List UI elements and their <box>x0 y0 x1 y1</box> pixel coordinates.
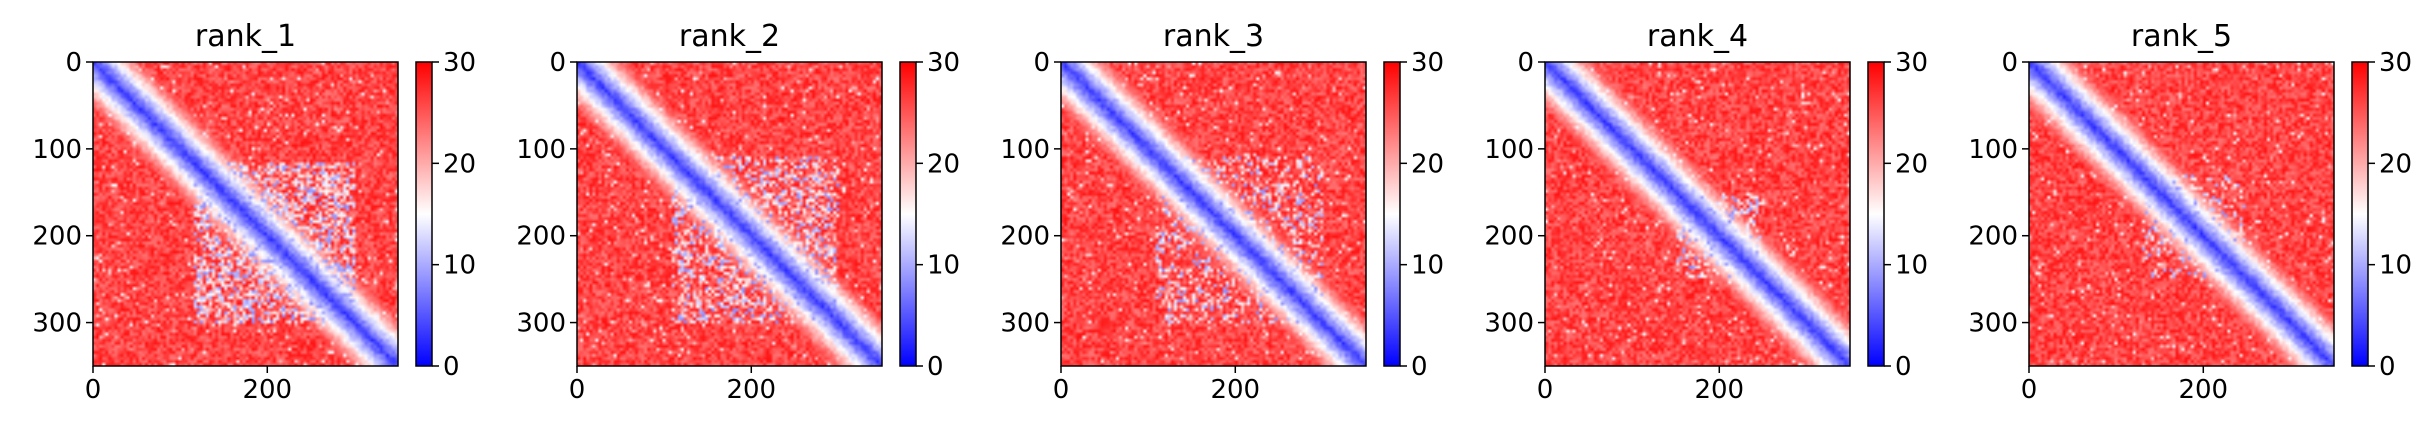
x-tick-label: 0 <box>85 375 102 405</box>
colorbar-tick-label: 20 <box>1411 149 1444 179</box>
colorbar-tick-label: 30 <box>1411 48 1444 78</box>
x-tick-label: 200 <box>242 375 292 405</box>
colorbar-tick-label: 10 <box>927 251 960 281</box>
panel-title: rank_3 <box>1163 19 1264 54</box>
y-tick-label: 200 <box>32 222 82 252</box>
y-tick-label: 100 <box>32 135 82 165</box>
x-tick-label: 200 <box>2178 375 2228 405</box>
heatmap-image <box>2029 62 2334 366</box>
colorbar-tick-label: 0 <box>927 352 944 382</box>
axes-frame <box>2028 61 2335 367</box>
y-tick-label: 100 <box>1484 135 1534 165</box>
colorbar <box>899 61 917 367</box>
colorbar-tick-label: 10 <box>1411 251 1444 281</box>
chart-panel-1: rank_1 0 200 0 100 200 300 0 10 20 30 <box>32 19 476 405</box>
colorbar-tick-label: 20 <box>1895 149 1928 179</box>
heatmap-image <box>93 62 398 366</box>
y-tick-label: 100 <box>516 135 566 165</box>
y-tick-label: 300 <box>1000 309 1050 339</box>
colorbar-tick-label: 0 <box>2379 352 2396 382</box>
x-tick-label: 200 <box>1210 375 1260 405</box>
axes-frame <box>1060 61 1367 367</box>
colorbar-tick-label: 30 <box>927 48 960 78</box>
y-tick-label: 200 <box>1484 222 1534 252</box>
heatmap-image <box>1545 62 1850 366</box>
colorbar-tick-label: 30 <box>2379 48 2412 78</box>
x-tick-label: 0 <box>1537 375 1554 405</box>
axes-frame <box>92 61 399 367</box>
y-tick-label: 200 <box>1000 222 1050 252</box>
colorbar-tick-label: 0 <box>1411 352 1428 382</box>
heatmap-image <box>577 62 882 366</box>
colorbar-tick-label: 20 <box>2379 149 2412 179</box>
y-tick-label: 300 <box>1968 309 2018 339</box>
x-tick-label: 0 <box>2021 375 2038 405</box>
colorbar <box>1383 61 1401 367</box>
axes-frame <box>576 61 883 367</box>
colorbar-tick-label: 0 <box>443 352 460 382</box>
panel-title: rank_1 <box>195 19 296 54</box>
y-tick-label: 0 <box>1517 48 1534 78</box>
x-tick-label: 0 <box>1053 375 1070 405</box>
chart-panel-5: rank_5 0 200 0 100 200 300 0 10 20 30 <box>1968 19 2412 405</box>
y-tick-label: 100 <box>1000 135 1050 165</box>
y-tick-label: 200 <box>1968 222 2018 252</box>
panel-title: rank_5 <box>2131 19 2232 54</box>
y-tick-label: 100 <box>1968 135 2018 165</box>
x-tick-label: 0 <box>569 375 586 405</box>
y-tick-label: 0 <box>549 48 566 78</box>
colorbar-tick-label: 10 <box>1895 251 1928 281</box>
colorbar-tick-label: 20 <box>927 149 960 179</box>
colorbar-tick-label: 10 <box>443 251 476 281</box>
y-tick-label: 300 <box>32 309 82 339</box>
y-tick-label: 0 <box>2001 48 2018 78</box>
heatmap-image <box>1061 62 1366 366</box>
colorbar <box>1867 61 1885 367</box>
y-tick-label: 300 <box>516 309 566 339</box>
colorbar <box>2351 61 2369 367</box>
y-tick-label: 200 <box>516 222 566 252</box>
y-tick-label: 0 <box>65 48 82 78</box>
colorbar <box>415 61 433 367</box>
panel-title: rank_4 <box>1647 19 1748 54</box>
colorbar-tick-label: 30 <box>1895 48 1928 78</box>
y-tick-label: 0 <box>1033 48 1050 78</box>
panel-title: rank_2 <box>679 19 780 54</box>
chart-panel-3: rank_3 0 200 0 100 200 300 0 10 20 30 <box>1000 19 1444 405</box>
x-tick-label: 200 <box>1694 375 1744 405</box>
chart-panel-4: rank_4 0 200 0 100 200 300 0 10 20 30 <box>1484 19 1928 405</box>
colorbar-tick-label: 30 <box>443 48 476 78</box>
colorbar-tick-label: 0 <box>1895 352 1912 382</box>
y-tick-label: 300 <box>1484 309 1534 339</box>
x-tick-label: 200 <box>726 375 776 405</box>
colorbar-tick-label: 10 <box>2379 251 2412 281</box>
colorbar-tick-label: 20 <box>443 149 476 179</box>
chart-panel-2: rank_2 0 200 0 100 200 300 0 10 20 30 <box>516 19 960 405</box>
axes-frame <box>1544 61 1851 367</box>
